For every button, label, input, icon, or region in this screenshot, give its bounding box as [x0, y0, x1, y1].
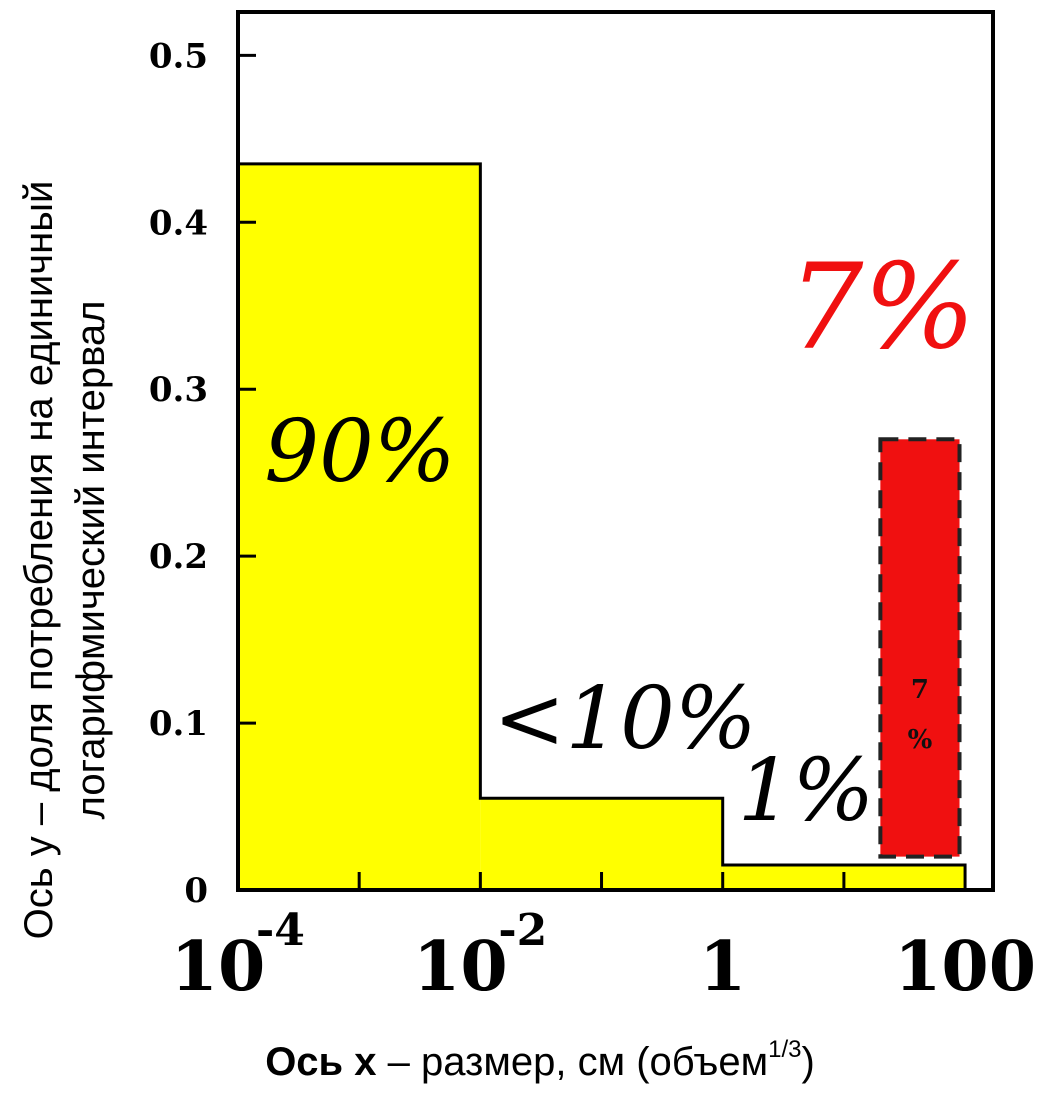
x-axis-title-rest: – размер, см (объем: [377, 1040, 769, 1084]
highlight-bar: [878, 437, 962, 859]
bar-outline: [236, 162, 967, 890]
y-tick-label-1: 0.1: [149, 704, 208, 744]
bars-layer: [236, 162, 967, 890]
y-tick-label-3: 0.3: [149, 370, 208, 410]
x-axis-title: Ось x – размер, см (объем1/3): [265, 1036, 815, 1084]
highlight-inner-label-bottom: %: [908, 725, 933, 755]
ticks-layer: 00.10.20.30.40.510-4 10-2 1 100: [149, 36, 1036, 1007]
highlight-inner-label-top: 7: [911, 675, 929, 705]
labels-layer: 7% 7% 90% <10%1%: [264, 238, 975, 841]
bin-label-0: 90%: [264, 402, 455, 502]
x-axis-title-sup: 1/3: [768, 1036, 801, 1063]
y-tick-label-5: 0.5: [149, 36, 208, 76]
y-axis-title-line1: Ось у – доля потребления на единичный: [17, 181, 61, 940]
x-axis-title-bold: Ось x: [265, 1040, 376, 1084]
bin-label-1: <10%: [493, 669, 756, 769]
x-axis-title-close: ): [801, 1040, 814, 1084]
highlight-outer-label: 7%: [788, 238, 975, 376]
x-tick-exp-0: -4: [256, 905, 305, 956]
bin-label-2: 1%: [738, 741, 874, 841]
y-axis-title-line2: логарифмический интервал: [69, 301, 113, 820]
x-tick-label-1: 10: [413, 927, 508, 1007]
plot-frame: [236, 10, 995, 892]
y-tick-label-4: 0.4: [149, 203, 208, 243]
x-tick-label-2: 1: [699, 927, 746, 1007]
y-tick-label-0: 0: [184, 871, 208, 911]
x-tick-label-0: 10: [171, 927, 266, 1007]
y-axis-title: Ось у – доля потребления на единичный ло…: [17, 181, 113, 940]
y-tick-label-2: 0.2: [149, 537, 208, 577]
bar-0: [238, 163, 481, 890]
x-tick-label-3: 100: [894, 927, 1036, 1007]
x-tick-exp-1: -2: [498, 905, 547, 956]
